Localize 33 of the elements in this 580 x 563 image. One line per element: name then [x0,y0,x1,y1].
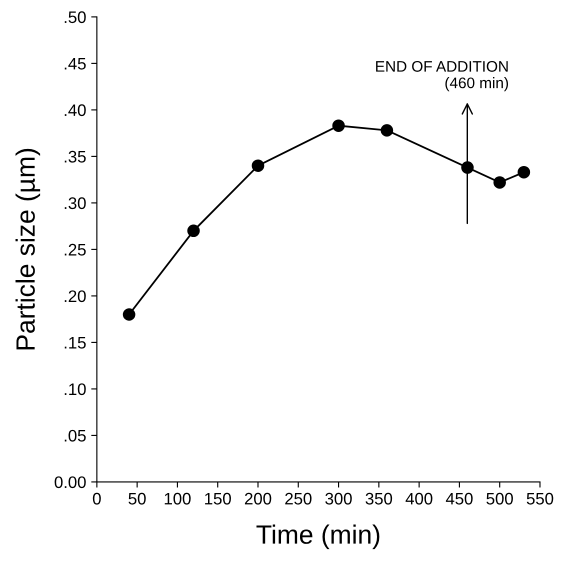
x-tick-label: 150 [205,492,231,505]
x-tick-label: 250 [285,492,312,505]
x-tick-label: 100 [164,492,191,505]
point [518,166,530,178]
y-tick-label: .35 [64,150,86,163]
point [493,176,506,189]
x-tick-label: 400 [406,492,432,505]
y-tick-label: .25 [64,244,86,256]
x-tick-label: 550 [526,492,554,505]
x-tick-label: 350 [366,492,392,505]
y-tick-label: .50 [64,11,86,24]
y-tick-label: .20 [64,290,86,302]
x-tick-label: 300 [325,492,352,505]
x-tick-label: 450 [446,492,473,505]
x-tick-label: 50 [128,492,146,505]
x-axis-title: Time (min) [256,524,380,550]
y-tick-label: .05 [64,430,86,442]
point [332,119,345,132]
x-tick-label: 0 [92,492,101,505]
point [122,308,136,321]
y-tick-label: .45 [64,58,86,70]
y-tick-label: .15 [64,336,86,349]
y-axis-title: Particle size (µm) [16,148,40,350]
y-tick-label: .10 [64,383,86,396]
point [252,159,264,172]
y-tick-label: .40 [64,104,86,116]
annotation: END OF ADDITION (460 min) [376,61,508,92]
point [380,124,394,137]
x-tick-label: 500 [486,492,513,505]
point [187,224,200,238]
y-tick-label: 0.00 [54,476,86,488]
x-tick-label: 200 [244,492,272,505]
y-tick-label: .30 [64,197,86,210]
